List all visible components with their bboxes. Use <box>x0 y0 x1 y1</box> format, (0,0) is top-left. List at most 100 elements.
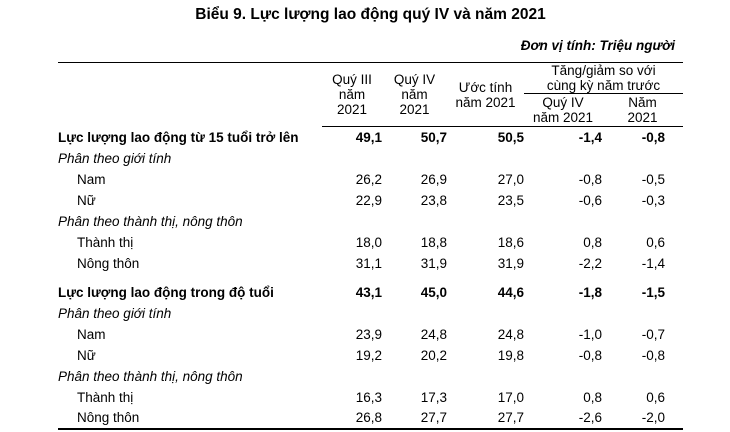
cell-value: 27,7 <box>497 410 524 425</box>
cell-value <box>524 148 602 169</box>
cell-value: 23,5 <box>497 192 524 208</box>
table-row: Nam 26,2 26,9 27,0 -0,8 -0,5 <box>58 169 683 190</box>
row-label: Phân theo giới tính <box>58 150 172 166</box>
page-title: Biểu 9. Lực lượng lao động quý IV và năm… <box>195 6 546 23</box>
cell-value: -0,3 <box>641 192 665 208</box>
table-row: Thành thị 16,3 17,3 17,0 0,8 0,6 <box>58 387 683 408</box>
cell-value: 44,6 <box>497 284 524 300</box>
cell-value: 27,7 <box>420 410 447 425</box>
cell-value <box>382 303 447 324</box>
row-label: Phân theo giới tính <box>58 305 172 321</box>
cell-value: -2,0 <box>641 410 665 425</box>
cell-value <box>322 303 382 324</box>
cell-value <box>524 366 602 387</box>
cell-value <box>322 148 382 169</box>
header-line: năm <box>401 87 428 102</box>
cell-value <box>382 148 447 169</box>
column-group-change: Tăng/giảm so với cùng kỳ năm trước <box>524 62 683 94</box>
cell-value: 50,7 <box>420 129 447 145</box>
cell-value: 18,8 <box>420 234 447 250</box>
cell-value <box>602 148 683 169</box>
header-line: 2021 <box>627 110 658 125</box>
row-label: Nữ <box>77 347 96 363</box>
cell-value: 16,3 <box>355 389 382 405</box>
header-line: Quý IV <box>542 95 584 110</box>
table-body: Lực lượng lao động từ 15 tuổi trở lên 49,… <box>58 127 683 429</box>
header-line: cùng kỳ năm trước <box>546 78 661 93</box>
table-row: Phân theo giới tính <box>58 303 683 324</box>
cell-value: -1,4 <box>641 255 665 271</box>
unit-note: Đơn vị tính: Triệu người <box>520 38 675 53</box>
cell-value: -0,7 <box>641 326 665 342</box>
cell-value <box>524 211 602 232</box>
header-line: Ước tính <box>458 79 513 95</box>
row-label: Nam <box>77 326 106 342</box>
cell-value: 20,2 <box>420 347 447 363</box>
header-line: 2021 <box>336 102 368 117</box>
cell-value: 24,8 <box>420 326 447 342</box>
table-header: Quý III năm 2021 Quý IV năm 2021 Ước tín… <box>58 62 683 127</box>
cell-value: -0,8 <box>641 129 665 145</box>
cell-value <box>602 303 683 324</box>
cell-value: -2,2 <box>578 255 602 271</box>
cell-value <box>382 366 447 387</box>
cell-value <box>447 211 524 232</box>
table-row: Nông thôn 26,8 27,7 27,7 -2,6 -2,0 <box>58 408 683 429</box>
cell-value: 50,5 <box>497 129 524 145</box>
cell-value <box>322 211 382 232</box>
cell-value: 26,8 <box>355 410 382 425</box>
labor-force-table: Quý III năm 2021 Quý IV năm 2021 Ước tín… <box>58 62 683 430</box>
table-row: Phân theo thành thị, nông thôn <box>58 366 683 387</box>
cell-value: -1,0 <box>578 326 602 342</box>
cell-value: 31,1 <box>355 255 382 271</box>
table-row: Phân theo thành thị, nông thôn <box>58 211 683 232</box>
header-line: năm 2021 <box>455 94 516 110</box>
cell-value: 24,8 <box>497 326 524 342</box>
table-row: Thành thị 18,0 18,8 18,6 0,8 0,6 <box>58 232 683 253</box>
table-row: Nam 23,9 24,8 24,8 -1,0 -0,7 <box>58 324 683 345</box>
cell-value: -2,6 <box>578 410 602 425</box>
row-label: Nông thôn <box>77 410 140 425</box>
cell-value: 23,8 <box>420 192 447 208</box>
cell-value: -0,8 <box>578 347 602 363</box>
cell-value: -1,5 <box>641 284 665 300</box>
row-label: Thành thị <box>77 389 134 405</box>
cell-value <box>447 303 524 324</box>
row-label: Nông thôn <box>77 255 140 271</box>
row-label: Phân theo thành thị, nông thôn <box>58 213 243 229</box>
column-header-change-year-2021: Năm 2021 <box>602 93 683 127</box>
table-row: Lực lượng lao động từ 15 tuổi trở lên 49,… <box>58 127 683 148</box>
cell-value: -0,8 <box>641 347 665 363</box>
cell-value: 45,0 <box>420 284 447 300</box>
row-label: Lực lượng lao động trong độ tuổi <box>58 284 274 300</box>
cell-value: 31,9 <box>420 255 447 271</box>
cell-value <box>447 148 524 169</box>
cell-value: -1,4 <box>578 129 602 145</box>
cell-value <box>382 211 447 232</box>
cell-value: 0,6 <box>646 234 665 250</box>
cell-value: 26,9 <box>420 171 447 187</box>
cell-value: 22,9 <box>355 192 382 208</box>
column-header-q3-2021: Quý III năm 2021 <box>322 62 382 127</box>
table-row: Nữ 22,9 23,8 23,5 -0,6 -0,3 <box>58 190 683 211</box>
cell-value: 18,0 <box>355 234 382 250</box>
row-label: Nam <box>77 171 106 187</box>
cell-value <box>322 366 382 387</box>
cell-value: 23,9 <box>355 326 382 342</box>
header-line: Năm <box>628 95 657 110</box>
cell-value: -0,8 <box>578 171 602 187</box>
cell-value: 0,8 <box>583 389 602 405</box>
table-row: Nông thôn 31,1 31,9 31,9 -2,2 -1,4 <box>58 253 683 274</box>
cell-value <box>524 303 602 324</box>
cell-value: 0,8 <box>583 234 602 250</box>
column-header-change-q4-2021: Quý IV năm 2021 <box>524 93 602 127</box>
row-label: Phân theo thành thị, nông thôn <box>58 368 243 384</box>
cell-value: 19,8 <box>497 347 524 363</box>
cell-value <box>447 366 524 387</box>
cell-value: 26,2 <box>355 171 382 187</box>
cell-value: 31,9 <box>497 255 524 271</box>
table-row: Phân theo giới tính <box>58 148 683 169</box>
header-line: Quý III <box>332 72 372 87</box>
header-line: 2021 <box>399 102 430 117</box>
